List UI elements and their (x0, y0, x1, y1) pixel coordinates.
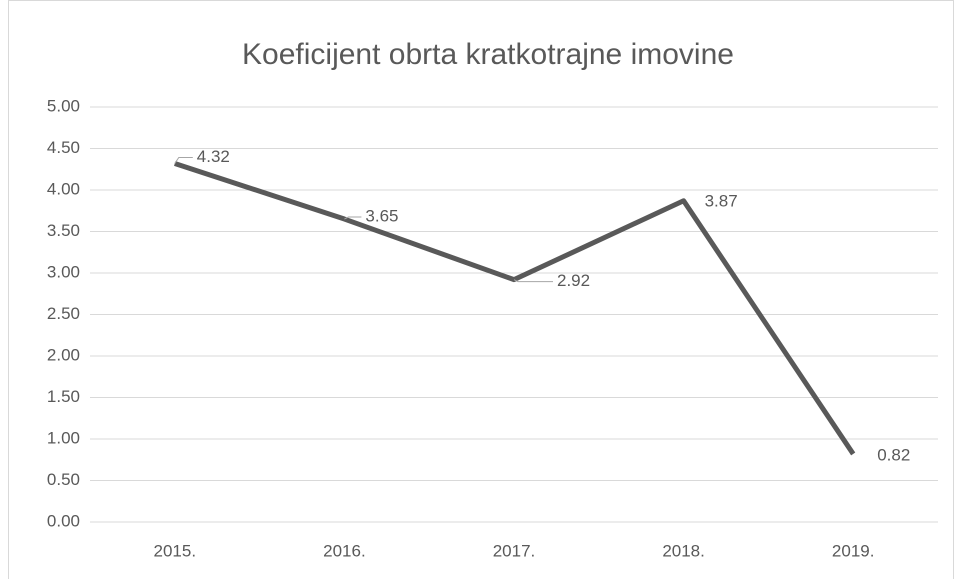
data-label: 4.32 (197, 147, 230, 166)
data-label: 3.65 (365, 207, 398, 226)
x-tick-label: 2018. (662, 541, 705, 560)
leader-line (513, 279, 553, 283)
leader-line (174, 156, 193, 164)
x-tick-label: 2015. (154, 541, 197, 560)
y-tick-label: 3.00 (47, 262, 80, 281)
x-tick-label: 2016. (323, 541, 366, 560)
y-tick-label: 4.00 (47, 179, 80, 198)
y-tick-label: 1.50 (47, 387, 80, 406)
y-tick-label: 3.50 (47, 221, 80, 240)
chart-frame (8, 0, 954, 579)
x-tick-label: 2019. (832, 541, 875, 560)
data-label: 3.87 (705, 191, 738, 210)
y-tick-label: 5.00 (47, 96, 80, 115)
y-tick-label: 4.50 (47, 138, 80, 157)
y-tick-label: 0.50 (47, 470, 80, 489)
y-tick-label: 2.50 (47, 304, 80, 323)
y-tick-label: 0.00 (47, 511, 80, 530)
chart-title: Koeficijent obrta kratkotrajne imovine (242, 38, 734, 71)
leader-line (344, 216, 362, 220)
data-label: 0.82 (877, 445, 910, 464)
x-tick-label: 2017. (493, 541, 536, 560)
data-label: 2.92 (557, 271, 590, 290)
y-tick-label: 2.00 (47, 345, 80, 364)
y-tick-label: 1.00 (47, 428, 80, 447)
